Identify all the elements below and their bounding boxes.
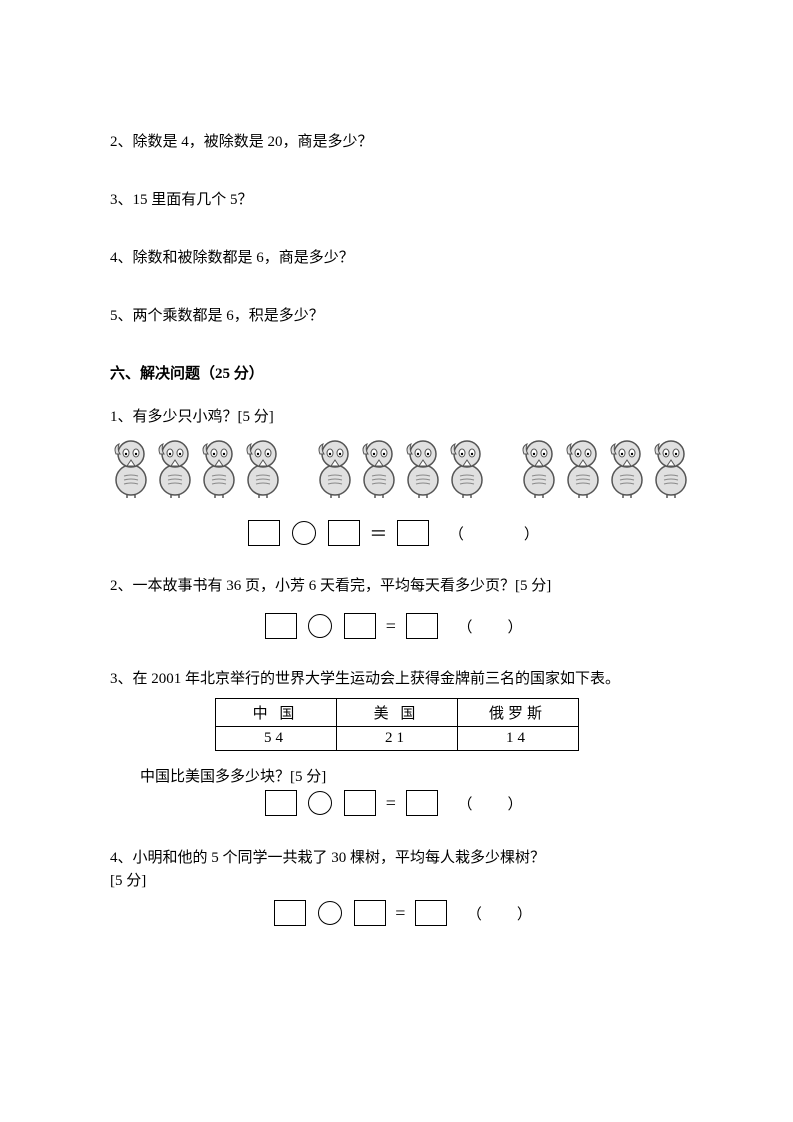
table-cell: 俄罗斯: [457, 699, 578, 727]
question-2: 2、除数是 4，被除数是 20，商是多少？: [110, 130, 683, 154]
chick-icon: [198, 436, 240, 498]
table-cell: 美 国: [336, 699, 457, 727]
answer-box[interactable]: [344, 613, 376, 639]
operator-circle[interactable]: [292, 521, 316, 545]
answer-box[interactable]: [397, 520, 429, 546]
equation-template-q2: = （ ）: [110, 613, 683, 639]
chick-icon: [358, 436, 400, 498]
chick-icon: [446, 436, 488, 498]
table-cell: 14: [457, 727, 578, 751]
answer-box[interactable]: [406, 613, 438, 639]
equation-template-q1: ＝ （ ）: [110, 520, 683, 546]
unit-paren[interactable]: （ ）: [449, 523, 549, 544]
section-6-q2: 2、一本故事书有 36 页，小芳 6 天看完，平均每天看多少页？[5 分]: [110, 574, 683, 595]
chick-icon: [650, 436, 692, 498]
unit-paren[interactable]: （ ）: [457, 616, 532, 637]
question-3: 3、15 里面有几个 5？: [110, 188, 683, 212]
answer-box[interactable]: [406, 790, 438, 816]
chick-icon: [518, 436, 560, 498]
equation-template-q3: = （ ）: [110, 790, 683, 816]
section-6-q1: 1、有多少只小鸡？[5 分]: [110, 405, 683, 426]
chick-group-1: [110, 436, 284, 498]
chick-icon: [606, 436, 648, 498]
answer-box[interactable]: [354, 900, 386, 926]
answer-box[interactable]: [344, 790, 376, 816]
answer-box[interactable]: [415, 900, 447, 926]
chick-icon: [402, 436, 444, 498]
answer-box[interactable]: [274, 900, 306, 926]
unit-paren[interactable]: （ ）: [457, 793, 532, 814]
operator-circle[interactable]: [318, 901, 342, 925]
section-6-q4-line2: [5 分]: [110, 869, 683, 890]
section-6-heading: 六、解决问题（25 分）: [110, 362, 683, 383]
equals-sign: ＝: [369, 520, 387, 546]
equals-sign: =: [395, 903, 405, 924]
table-cell: 中 国: [215, 699, 336, 727]
medal-table: 中 国 美 国 俄罗斯 54 21 14: [215, 698, 579, 751]
table-cell: 21: [336, 727, 457, 751]
question-4: 4、除数和被除数都是 6，商是多少？: [110, 246, 683, 270]
equation-template-q4: = （ ）: [270, 900, 683, 926]
operator-circle[interactable]: [308, 791, 332, 815]
table-row: 中 国 美 国 俄罗斯: [215, 699, 578, 727]
table-cell: 54: [215, 727, 336, 751]
answer-box[interactable]: [265, 613, 297, 639]
chick-icon: [110, 436, 152, 498]
answer-box[interactable]: [328, 520, 360, 546]
section-6-q3: 3、在 2001 年北京举行的世界大学生运动会上获得金牌前三名的国家如下表。: [110, 667, 683, 688]
equals-sign: =: [386, 793, 396, 814]
chick-icon: [242, 436, 284, 498]
section-6-q3-sub: 中国比美国多多少块？[5 分]: [140, 765, 683, 786]
section-6-q4-line1: 4、小明和他的 5 个同学一共栽了 30 棵树，平均每人栽多少棵树？: [110, 846, 683, 867]
chick-group-3: [518, 436, 692, 498]
chicks-row: [110, 436, 683, 498]
table-row: 54 21 14: [215, 727, 578, 751]
answer-box[interactable]: [248, 520, 280, 546]
chick-group-2: [314, 436, 488, 498]
chick-icon: [314, 436, 356, 498]
question-5: 5、两个乘数都是 6，积是多少？: [110, 304, 683, 328]
unit-paren[interactable]: （ ）: [467, 903, 542, 924]
equals-sign: =: [386, 616, 396, 637]
operator-circle[interactable]: [308, 614, 332, 638]
answer-box[interactable]: [265, 790, 297, 816]
chick-icon: [154, 436, 196, 498]
chick-icon: [562, 436, 604, 498]
